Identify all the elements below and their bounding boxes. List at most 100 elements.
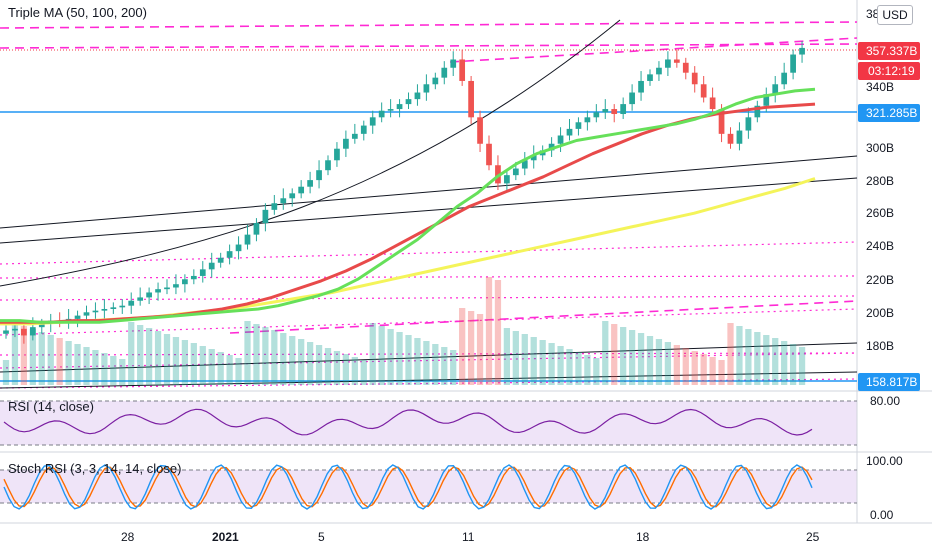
candle-body (682, 62, 689, 73)
volume-bar (754, 332, 761, 385)
candle-body (700, 84, 707, 98)
volume-bar (494, 280, 502, 385)
dashed-trendline (229, 300, 858, 334)
volume-bar (664, 342, 672, 385)
y-tick-300: 300B (866, 141, 894, 155)
volume-bar (324, 348, 332, 385)
candle-body (38, 323, 45, 328)
volume-bar (620, 327, 627, 385)
volume-bar (92, 350, 99, 385)
volume-bar (405, 335, 412, 385)
volume-bar (217, 352, 224, 385)
volume-bar (378, 326, 385, 385)
indicator-lines (0, 400, 857, 510)
candle-body (432, 77, 439, 85)
volume-bar (83, 347, 90, 385)
candle-body (137, 297, 144, 301)
candle-body (3, 330, 9, 334)
candle-body (369, 117, 376, 126)
candle-body (745, 117, 752, 131)
candle-body (754, 105, 761, 118)
last-price-label: 357.337B (866, 44, 917, 58)
volume-bar (190, 343, 197, 385)
candle-body (101, 308, 108, 311)
volume-bar (11, 323, 19, 385)
volume-bar (789, 344, 797, 385)
countdown-box (858, 62, 920, 80)
candle-body (405, 99, 412, 105)
volume-bar (682, 348, 689, 385)
dashed-trendline (0, 295, 858, 301)
volume-bar (566, 349, 573, 385)
volume-bar (244, 321, 251, 385)
candle-body (450, 59, 457, 68)
candle-body (199, 269, 206, 276)
volume-bar (396, 332, 403, 385)
candle-body (343, 138, 349, 149)
volume-bar (351, 357, 358, 385)
volume-bar (432, 344, 439, 385)
dashed-trendline (0, 21, 858, 29)
level-321-label: 321.285B (866, 106, 917, 120)
volume-bar (226, 355, 233, 385)
volume-bar (387, 329, 394, 385)
volume-bar (253, 324, 260, 385)
candle-body (235, 244, 242, 252)
candle-body (316, 170, 322, 181)
stoch-panel-title[interactable]: Stoch RSI (3, 3, 14, 14, close) (8, 461, 182, 476)
x-label-5: 5 (318, 530, 325, 544)
volume-bar (575, 352, 582, 385)
dashed-trendline (0, 308, 858, 336)
volume-bar (423, 341, 430, 385)
volume-bar (137, 325, 144, 385)
volume-bar (369, 323, 376, 385)
candle-body (665, 59, 671, 68)
volume-bar (512, 331, 519, 385)
currency-button[interactable]: USD (877, 5, 913, 25)
candle-body (512, 168, 519, 176)
candle-body (673, 59, 680, 63)
candle-body (173, 284, 179, 288)
volume-bar (306, 342, 314, 385)
rsi-panel-title[interactable]: RSI (14, close) (8, 399, 94, 414)
volume-bar (727, 323, 734, 385)
black-trendline (0, 155, 858, 229)
volume-bar (503, 328, 511, 385)
volume-bar (485, 277, 493, 385)
dashed-trendline (0, 352, 858, 369)
volume-bar (798, 347, 806, 385)
y-tick-220: 220B (866, 273, 894, 287)
candle-body (584, 117, 591, 123)
candle-body (638, 80, 644, 93)
volume-bar (29, 329, 36, 385)
candle-body (325, 160, 331, 171)
black-trendline (0, 177, 858, 244)
candle-body (155, 289, 161, 293)
volume-bar (38, 332, 45, 385)
candle-body (74, 315, 81, 319)
price-panel-title[interactable]: Triple MA (50, 100, 200) (4, 4, 151, 21)
volume-bar (65, 341, 72, 385)
candle-body (128, 300, 135, 306)
volume-bar (47, 335, 54, 385)
candle-body (727, 133, 734, 144)
candle-body (557, 135, 564, 144)
volume-bar (646, 336, 654, 385)
candle-body (351, 133, 358, 139)
candle-body (226, 251, 233, 258)
volume-bar (342, 354, 350, 385)
black-curve (0, 19, 621, 287)
volume-bar (557, 346, 564, 385)
x-label-28: 28 (121, 530, 135, 544)
volume-bar (172, 337, 180, 385)
volume-bar (718, 360, 725, 385)
volume-bar (459, 308, 466, 385)
volume-bar (181, 340, 189, 385)
volume-bar (602, 321, 609, 385)
candlesticks (3, 41, 805, 344)
candle-body (208, 262, 215, 270)
candle-body (548, 143, 555, 151)
candle-body (477, 117, 483, 144)
candle-body (459, 59, 466, 81)
candle-body (12, 328, 18, 331)
